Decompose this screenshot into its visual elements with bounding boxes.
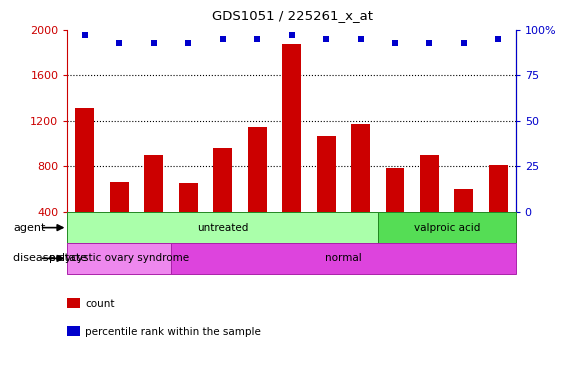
- Point: [459, 40, 469, 46]
- Point: [321, 36, 331, 42]
- Bar: [247, 127, 267, 257]
- Bar: [282, 44, 301, 257]
- Point: [425, 40, 434, 46]
- Bar: [110, 182, 128, 257]
- Point: [149, 40, 158, 46]
- Bar: [386, 168, 404, 257]
- Bar: [179, 183, 197, 257]
- Text: normal: normal: [325, 254, 362, 263]
- Bar: [420, 155, 439, 257]
- Bar: [67, 212, 378, 243]
- Text: polycystic ovary syndrome: polycystic ovary syndrome: [49, 254, 189, 263]
- Point: [390, 40, 400, 46]
- Bar: [75, 108, 94, 257]
- Bar: [171, 243, 516, 274]
- Point: [114, 40, 124, 46]
- Bar: [378, 212, 516, 243]
- Bar: [67, 243, 171, 274]
- Point: [218, 36, 227, 42]
- Bar: [213, 148, 232, 257]
- Text: percentile rank within the sample: percentile rank within the sample: [85, 327, 261, 337]
- Text: count: count: [85, 299, 114, 309]
- Point: [494, 36, 503, 42]
- Point: [183, 40, 193, 46]
- Bar: [316, 136, 336, 257]
- Bar: [144, 155, 163, 257]
- Text: agent: agent: [13, 223, 45, 232]
- Text: GDS1051 / 225261_x_at: GDS1051 / 225261_x_at: [213, 9, 373, 22]
- Text: untreated: untreated: [197, 223, 248, 232]
- Point: [80, 33, 89, 39]
- Point: [253, 36, 262, 42]
- Point: [287, 33, 296, 39]
- Text: valproic acid: valproic acid: [414, 223, 480, 232]
- Bar: [351, 124, 370, 257]
- Text: disease state: disease state: [13, 254, 87, 263]
- Bar: [489, 165, 508, 257]
- Point: [356, 36, 365, 42]
- Bar: [455, 189, 473, 257]
